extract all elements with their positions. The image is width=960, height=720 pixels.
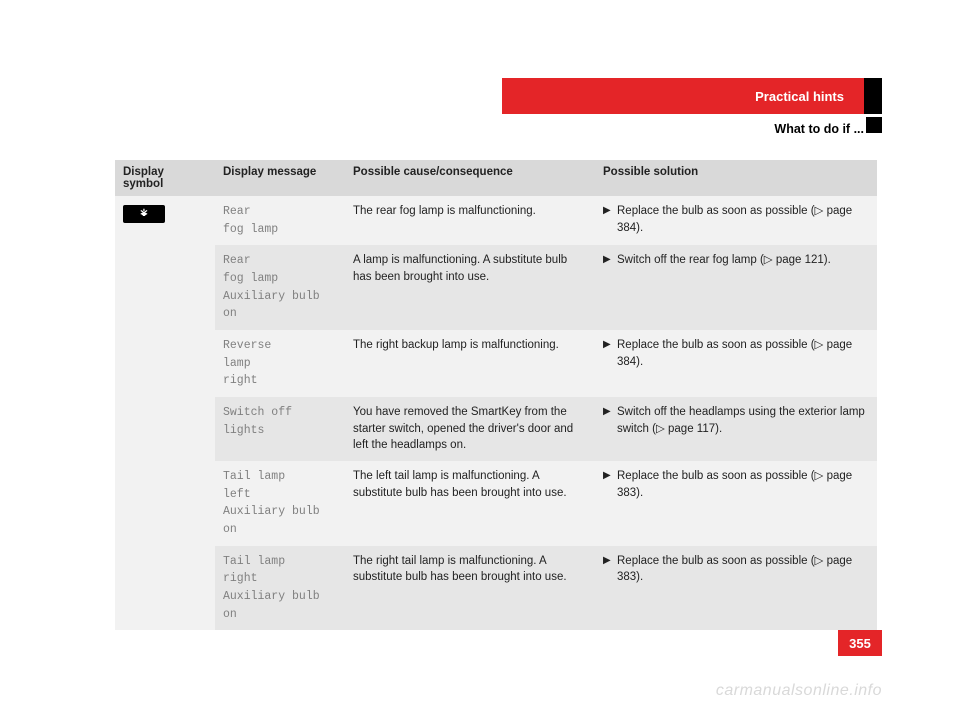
- cell-cause: The left tail lamp is malfunctioning. A …: [345, 461, 595, 546]
- cell-solution: ▶Switch off the headlamps using the exte…: [595, 397, 877, 461]
- section-tab-marker: [864, 78, 882, 114]
- table-row: Tail lamp right Auxiliary bulb on The ri…: [115, 546, 877, 631]
- section-tab: Practical hints: [502, 78, 882, 114]
- cell-cause: You have removed the SmartKey from the s…: [345, 397, 595, 461]
- cell-solution: ▶Replace the bulb as soon as possible (▷…: [595, 330, 877, 397]
- bullet-arrow-icon: ▶: [603, 203, 617, 236]
- cell-message: Tail lamp left Auxiliary bulb on: [215, 461, 345, 546]
- bullet-arrow-icon: ▶: [603, 553, 617, 586]
- table-row: Tail lamp left Auxiliary bulb on The lef…: [115, 461, 877, 546]
- table-row: Switch off lights You have removed the S…: [115, 397, 877, 461]
- bullet-arrow-icon: ▶: [603, 404, 617, 437]
- cell-message: Rear fog lamp Auxiliary bulb on: [215, 245, 345, 330]
- cell-message: Tail lamp right Auxiliary bulb on: [215, 546, 345, 631]
- cell-cause: A lamp is malfunctioning. A substitute b…: [345, 245, 595, 330]
- col-header-symbol: Display symbol: [115, 160, 215, 196]
- cell-solution: ▶Replace the bulb as soon as possible (▷…: [595, 196, 877, 245]
- subtitle-marker: [866, 117, 882, 133]
- light-indicator-icon: ✲: [123, 205, 165, 223]
- bullet-arrow-icon: ▶: [603, 337, 617, 370]
- cell-message: Reverse lamp right: [215, 330, 345, 397]
- section-tab-label: Practical hints: [502, 78, 864, 114]
- table-row: ✲ Rear fog lamp The rear fog lamp is mal…: [115, 196, 877, 245]
- col-header-cause: Possible cause/consequence: [345, 160, 595, 196]
- table-row: Rear fog lamp Auxiliary bulb on A lamp i…: [115, 245, 877, 330]
- watermark: carmanualsonline.info: [716, 682, 882, 700]
- cell-message: Switch off lights: [215, 397, 345, 461]
- bullet-arrow-icon: ▶: [603, 468, 617, 501]
- manual-page: Practical hints What to do if ... Displa…: [0, 0, 960, 720]
- troubleshooting-table: Display symbol Display message Possible …: [115, 160, 877, 630]
- cell-solution: ▶Replace the bulb as soon as possible (▷…: [595, 461, 877, 546]
- cell-cause: The right tail lamp is malfunctioning. A…: [345, 546, 595, 631]
- page-number: 355: [838, 630, 882, 656]
- table-header-row: Display symbol Display message Possible …: [115, 160, 877, 196]
- cell-solution: ▶Switch off the rear fog lamp (▷ page 12…: [595, 245, 877, 330]
- col-header-solution: Possible solution: [595, 160, 877, 196]
- cell-cause: The rear fog lamp is malfunctioning.: [345, 196, 595, 245]
- page-subtitle: What to do if ...: [774, 122, 864, 136]
- cell-message: Rear fog lamp: [215, 196, 345, 245]
- bullet-arrow-icon: ▶: [603, 252, 617, 269]
- cell-cause: The right backup lamp is malfunction­ing…: [345, 330, 595, 397]
- cell-solution: ▶Replace the bulb as soon as possible (▷…: [595, 546, 877, 631]
- table-row: Reverse lamp right The right backup lamp…: [115, 330, 877, 397]
- col-header-message: Display message: [215, 160, 345, 196]
- symbol-cell: ✲: [115, 196, 215, 630]
